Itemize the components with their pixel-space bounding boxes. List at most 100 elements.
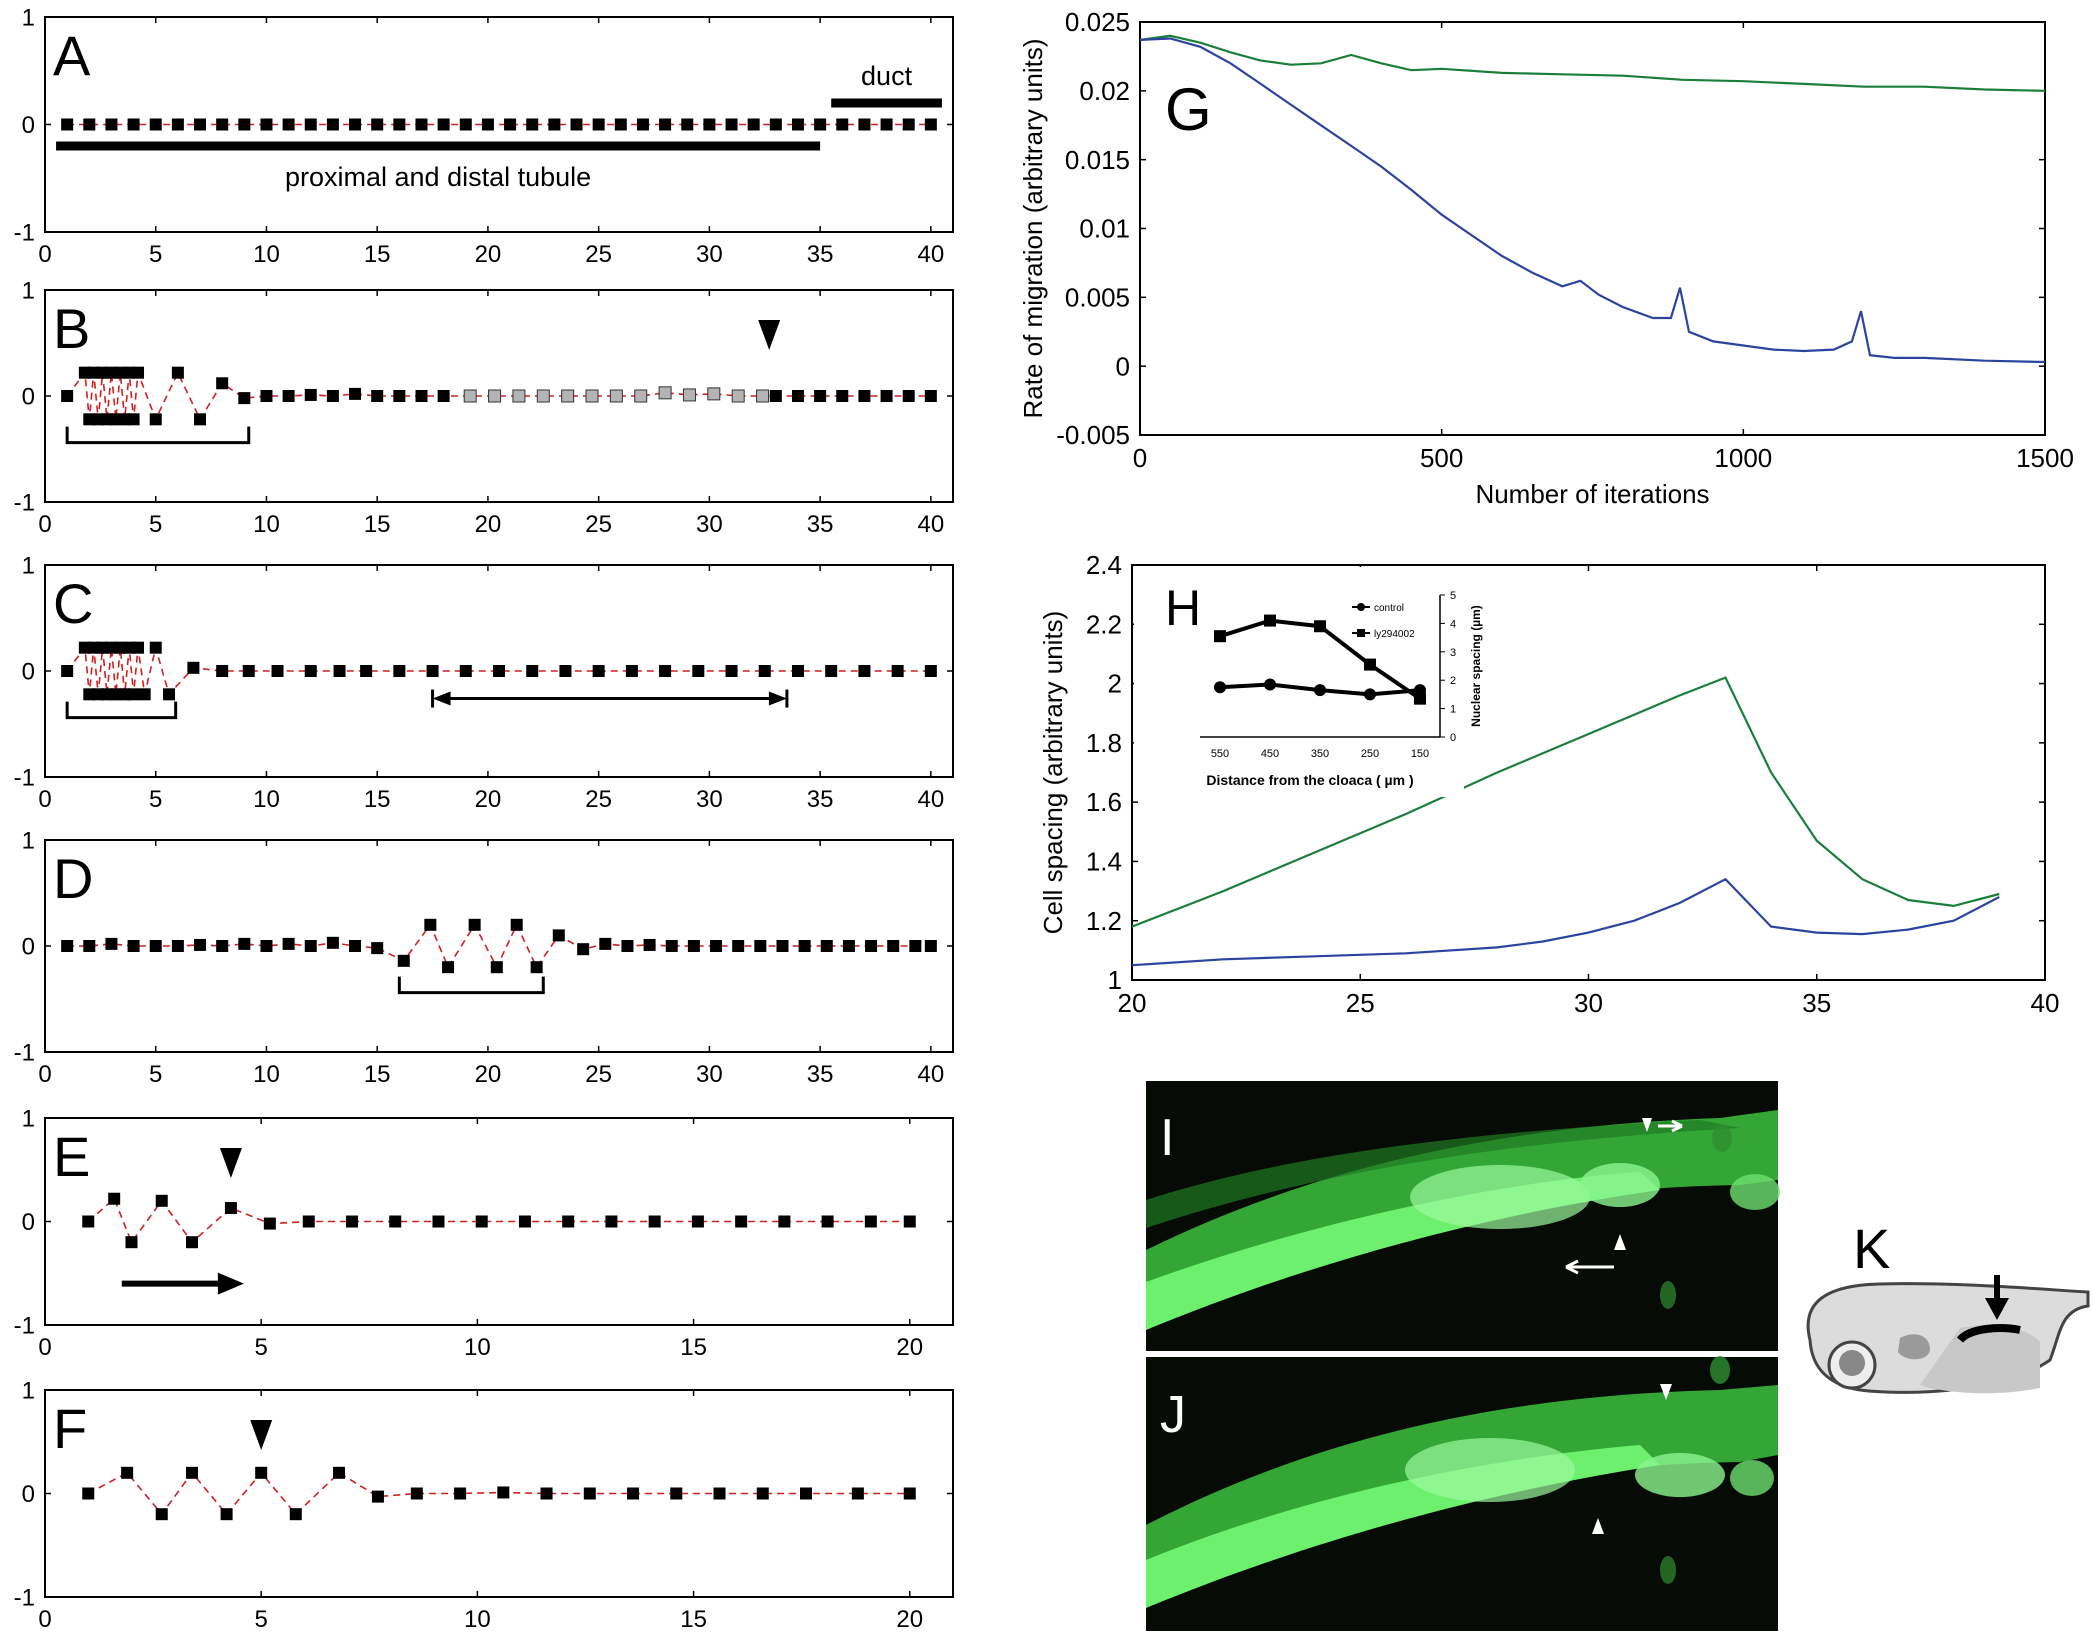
cell-marker	[518, 1215, 531, 1228]
cell-marker	[459, 665, 472, 677]
x-tick-label: 15	[364, 241, 391, 268]
y-tick-label: 1	[22, 1377, 35, 1404]
cell-marker	[585, 389, 599, 403]
y-axis-title: Rate of migration (arbitrary units)	[1018, 38, 1048, 418]
cell-marker	[481, 118, 494, 131]
cell-marker	[583, 1487, 596, 1500]
cell-marker	[238, 937, 251, 950]
cell-marker	[858, 118, 871, 131]
cell-marker	[333, 1466, 346, 1479]
panel-g-axes: 0 500 1000 1500-0.00500.0050.010.0150.020.0…	[1018, 7, 2074, 509]
cell-marker	[475, 1215, 488, 1228]
cell-marker	[526, 118, 539, 131]
segment-label: duct	[861, 61, 913, 91]
x-tick-label: 15	[364, 511, 391, 538]
panel-label-k: K	[1853, 1217, 1890, 1280]
cell-marker	[282, 390, 295, 402]
cell-marker	[82, 1215, 95, 1228]
cell-marker	[756, 1487, 769, 1500]
inset-marker-ly294002	[1314, 620, 1326, 633]
x-tick-label: 5	[149, 1061, 162, 1088]
x-tick-label: 40	[918, 1061, 945, 1088]
x-tick-label: 10	[253, 511, 280, 538]
cell-marker	[255, 1466, 268, 1479]
inset-marker-control	[1214, 681, 1226, 694]
cell-marker	[282, 118, 295, 131]
y-tick-label: 1	[22, 4, 35, 31]
x-tick-label: 40	[918, 511, 945, 538]
panel-label-g: G	[1165, 76, 1212, 143]
x-tick-label: 25	[585, 786, 612, 813]
cell-marker	[682, 388, 696, 402]
inset-marker-ly294002	[1264, 614, 1276, 627]
x-tick-label: 15	[364, 786, 391, 813]
cell-marker	[725, 118, 738, 131]
cell-marker	[924, 390, 937, 402]
cell-marker	[138, 688, 151, 701]
series-line-green	[1131, 676, 2000, 928]
x-tick-label: 10	[464, 1334, 491, 1361]
cell-marker	[125, 1236, 138, 1249]
cell-marker	[820, 940, 833, 952]
y-tick-label: 2	[1108, 669, 1122, 699]
cell-marker	[577, 943, 590, 956]
x-tick-label: 40	[918, 241, 945, 268]
cell-marker	[552, 929, 565, 942]
inset-x-tick-label: 250	[1361, 748, 1379, 760]
micrograph-j	[1146, 1356, 1778, 1631]
cell-marker	[609, 389, 623, 403]
x-tick-label: 0	[38, 241, 51, 268]
x-tick-label: 15	[364, 1061, 391, 1088]
y-tick-label: -1	[14, 219, 35, 246]
x-tick-label: 15	[680, 1334, 707, 1361]
cell-marker	[909, 940, 922, 952]
cell-marker	[659, 118, 672, 131]
inset-x-axis-title: Distance from the cloaca ( µm )	[1206, 772, 1413, 788]
x-tick-label: 20	[475, 241, 502, 268]
x-tick-label: 35	[807, 1061, 834, 1088]
cell-marker	[289, 1508, 302, 1521]
y-tick-label: -1	[14, 489, 35, 516]
cell-marker	[725, 665, 738, 677]
cell-marker	[242, 665, 255, 677]
cell-marker	[163, 688, 176, 701]
inset-legend-label: control	[1374, 603, 1404, 614]
cell-marker	[326, 390, 339, 402]
cell-marker	[415, 118, 428, 131]
cell-marker	[260, 940, 273, 952]
cell-marker	[903, 1487, 916, 1500]
cell-marker	[512, 389, 526, 403]
double-arrow-head	[768, 691, 787, 706]
y-tick-label: 1	[1108, 965, 1122, 995]
cell-marker	[393, 390, 406, 402]
cell-marker	[791, 118, 804, 131]
x-tick-label: 0	[38, 1334, 51, 1361]
cell-marker	[149, 641, 162, 654]
cell-marker	[468, 918, 481, 931]
inset-x-tick-label: 150	[1411, 748, 1429, 760]
cell-marker	[681, 118, 694, 131]
cell-marker	[187, 661, 200, 674]
tube-line	[67, 922, 931, 969]
cell-marker	[349, 118, 362, 131]
x-tick-label: 0	[38, 1061, 51, 1088]
panel-label-j: J	[1160, 1386, 1186, 1444]
x-tick-label: 25	[1346, 988, 1375, 1018]
cell-marker	[194, 938, 207, 951]
cell-marker	[821, 1215, 834, 1228]
cell-marker	[902, 390, 915, 402]
x-tick-label: 30	[696, 786, 723, 813]
cell-marker	[814, 390, 827, 402]
cell-marker	[304, 940, 317, 952]
x-tick-label: 20	[475, 1061, 502, 1088]
cell-marker	[735, 1215, 748, 1228]
cell-marker	[798, 940, 811, 952]
cell-marker	[260, 390, 273, 402]
bracket	[65, 426, 251, 445]
cell-marker	[670, 1487, 683, 1500]
cell-marker	[880, 118, 893, 131]
y-tick-label: 1	[22, 277, 35, 304]
cell-marker	[559, 665, 572, 677]
